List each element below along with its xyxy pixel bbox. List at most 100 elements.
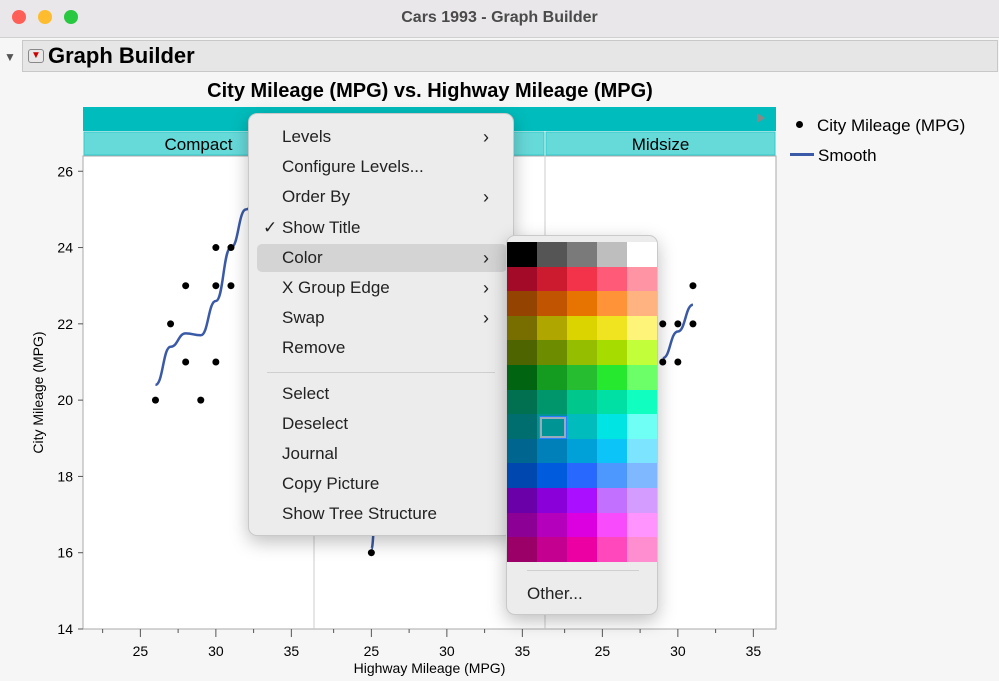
color-swatch[interactable] [567, 512, 597, 538]
color-swatch[interactable] [507, 389, 537, 415]
menu-item-configure-levels[interactable]: Configure Levels... [257, 153, 507, 181]
color-swatch[interactable] [567, 365, 597, 390]
color-swatch[interactable] [537, 414, 567, 439]
menu-item-x-group-edge[interactable]: X Group Edge › [257, 274, 507, 302]
color-swatch[interactable] [627, 537, 657, 562]
color-swatch[interactable] [627, 242, 657, 267]
color-swatch[interactable] [567, 463, 597, 488]
menu-item-order-by[interactable]: Order By › [257, 183, 507, 211]
color-swatch[interactable] [507, 315, 537, 341]
color-swatch[interactable] [597, 389, 627, 415]
menu-item-label: Select [282, 383, 330, 403]
data-point [659, 358, 667, 366]
color-swatch[interactable] [537, 340, 567, 365]
color-swatch[interactable] [627, 414, 657, 439]
menu-item-remove[interactable]: Remove [257, 334, 507, 362]
disclosure-triangle-icon[interactable]: ▼ [4, 50, 16, 64]
color-swatch[interactable] [567, 242, 597, 267]
color-swatch[interactable] [567, 340, 597, 365]
color-swatch[interactable] [597, 266, 627, 292]
zoom-button[interactable] [64, 10, 78, 24]
color-swatch[interactable] [537, 438, 567, 464]
color-swatch[interactable] [597, 463, 627, 488]
color-swatch[interactable] [537, 365, 567, 390]
color-swatch[interactable] [597, 340, 627, 365]
data-point [182, 358, 190, 366]
minimize-button[interactable] [38, 10, 52, 24]
menu-item-color[interactable]: Color › [257, 243, 507, 272]
color-swatch[interactable] [507, 438, 537, 464]
menu-item-select[interactable]: Select [257, 380, 507, 408]
color-swatch[interactable] [507, 291, 537, 316]
color-swatch[interactable] [627, 438, 657, 464]
menu-item-deselect[interactable]: Deselect [257, 410, 507, 438]
color-swatch[interactable] [567, 315, 597, 341]
menu-item-copy-picture[interactable]: Copy Picture [257, 470, 507, 498]
color-swatch[interactable] [627, 389, 657, 415]
menu-item-label: Deselect [282, 413, 349, 433]
menu-item-levels[interactable]: Levels › [257, 123, 507, 151]
menu-item-show-title[interactable]: ✓ Show Title [257, 214, 507, 242]
separator [267, 371, 495, 373]
color-swatch[interactable] [627, 365, 657, 390]
data-point [674, 358, 682, 366]
color-swatch[interactable] [537, 266, 567, 292]
menu-item-journal[interactable]: Journal [257, 440, 507, 468]
color-swatch[interactable] [507, 537, 537, 562]
color-swatch[interactable] [597, 242, 627, 267]
data-point [689, 282, 697, 290]
close-button[interactable] [12, 10, 26, 24]
color-swatch[interactable] [627, 488, 657, 513]
color-swatch[interactable] [537, 389, 567, 415]
legend-label: City Mileage (MPG) [817, 116, 966, 135]
color-swatch[interactable] [507, 266, 537, 292]
menu-item-other-color[interactable]: Other... [527, 584, 583, 603]
color-swatch[interactable] [537, 315, 567, 341]
color-swatch[interactable] [537, 512, 567, 538]
color-swatch[interactable] [627, 266, 657, 292]
legend-item-points[interactable]: City Mileage (MPG) [790, 116, 965, 136]
color-swatch[interactable] [567, 291, 597, 316]
color-swatch[interactable] [567, 537, 597, 562]
color-swatch[interactable] [597, 414, 627, 439]
x-tick-label: 30 [439, 643, 455, 659]
color-swatch[interactable] [597, 488, 627, 513]
panel-header-label: Compact [164, 135, 232, 154]
color-swatch[interactable] [627, 463, 657, 488]
color-swatch[interactable] [597, 537, 627, 562]
color-swatch[interactable] [537, 291, 567, 316]
color-swatch[interactable] [567, 389, 597, 415]
color-swatch[interactable] [507, 365, 537, 390]
color-swatch[interactable] [627, 315, 657, 341]
color-swatch[interactable] [537, 463, 567, 488]
menu-item-label: Levels [282, 127, 332, 146]
color-swatch[interactable] [507, 242, 537, 267]
color-swatch[interactable] [507, 340, 537, 365]
color-swatch[interactable] [597, 291, 627, 316]
legend-item-smooth[interactable]: Smooth [790, 146, 877, 166]
color-swatch[interactable] [507, 512, 537, 538]
color-swatch[interactable] [537, 537, 567, 562]
color-swatch[interactable] [507, 488, 537, 513]
color-swatch[interactable] [627, 340, 657, 365]
x-tick-label: 25 [364, 643, 380, 659]
color-swatch[interactable] [627, 512, 657, 538]
color-swatch[interactable] [597, 315, 627, 341]
color-swatch[interactable] [567, 488, 597, 513]
color-swatch[interactable] [627, 291, 657, 316]
red-triangle-menu-icon[interactable]: ▼ [28, 49, 44, 63]
color-swatch[interactable] [597, 365, 627, 390]
color-swatch[interactable] [567, 414, 597, 439]
data-point [689, 320, 697, 328]
menu-item-swap[interactable]: Swap › [257, 304, 507, 332]
menu-item-show-tree-structure[interactable]: Show Tree Structure [257, 500, 507, 528]
color-swatch[interactable] [567, 438, 597, 464]
color-swatch[interactable] [507, 414, 537, 439]
color-swatch[interactable] [537, 242, 567, 267]
color-swatch[interactable] [507, 463, 537, 488]
color-swatch[interactable] [537, 488, 567, 513]
color-swatch[interactable] [597, 512, 627, 538]
data-point [227, 244, 235, 252]
color-swatch[interactable] [567, 266, 597, 292]
color-swatch[interactable] [597, 438, 627, 464]
